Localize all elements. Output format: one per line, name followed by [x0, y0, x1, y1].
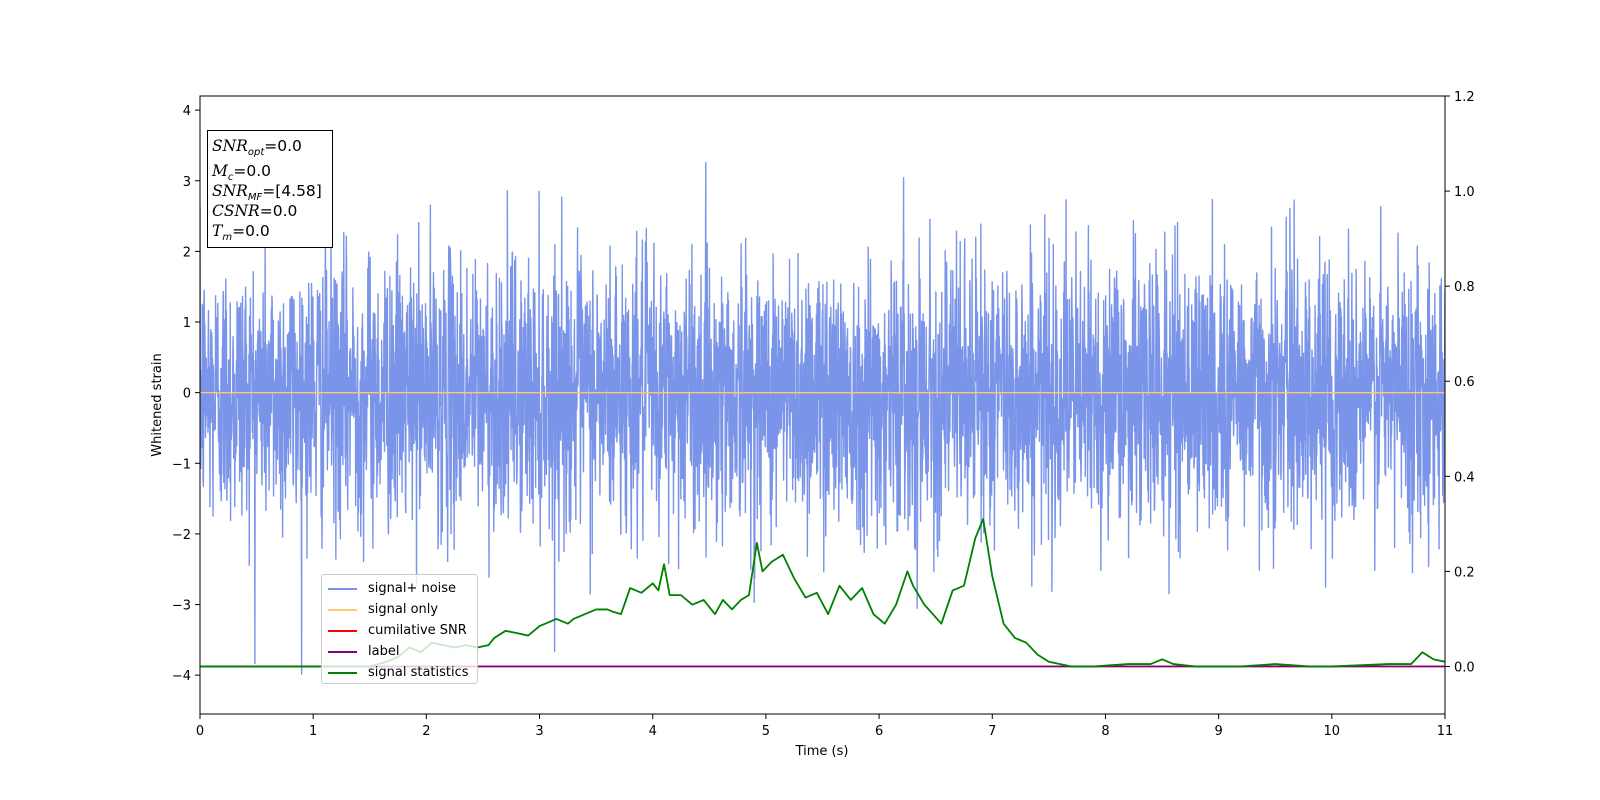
series-signal-noise	[200, 161, 1445, 675]
x-tick-label: 7	[988, 724, 996, 739]
legend-label: label	[368, 644, 400, 659]
legend-item-signal-statistics: signal statistics	[328, 662, 477, 683]
y-tick-label: 3	[183, 175, 191, 190]
x-tick-label: 3	[535, 724, 543, 739]
y2-tick-label: 0.4	[1454, 470, 1475, 485]
y-tick-label: −1	[172, 457, 191, 472]
legend-swatch	[328, 671, 357, 674]
legend-item-signal-noise: signal+ noise	[328, 578, 477, 599]
x-tick-label: 6	[875, 724, 883, 739]
y-tick-label: −3	[172, 599, 191, 614]
legend-label: signal only	[368, 602, 439, 617]
y-tick-label: 4	[183, 104, 191, 119]
x-tick-label: 9	[1214, 724, 1222, 739]
x-tick-label: 2	[422, 724, 430, 739]
legend-item-cumulative-snr: cumilative SNR	[328, 620, 477, 641]
legend-label: signal statistics	[368, 665, 469, 680]
legend-item-signal-only: signal only	[328, 599, 477, 620]
y-axis-left: −4 −3 −2 −1 0 1 2 3 4	[172, 104, 200, 684]
legend-swatch	[328, 608, 357, 611]
x-tick-label: 8	[1101, 724, 1109, 739]
legend: signal+ noise signal only cumilative SNR…	[321, 574, 478, 684]
legend-label: cumilative SNR	[368, 623, 467, 638]
x-axis: 0 1 2 3 4 5 6 7 8 9 10 11	[196, 714, 1453, 739]
y-tick-label: 1	[183, 316, 191, 331]
y2-tick-label: 0.6	[1454, 375, 1475, 390]
legend-swatch	[328, 650, 357, 653]
series-signal-statistics	[200, 518, 1445, 668]
snr-opt-annotation: SNRopt=0.0	[212, 137, 302, 159]
y-axis-right: 0.0 0.2 0.4 0.6 0.8 1.0 1.2	[1445, 90, 1475, 675]
x-tick-label: 5	[762, 724, 770, 739]
y-axis-title: Whitened strain	[150, 353, 165, 456]
x-tick-label: 10	[1324, 724, 1341, 739]
x-tick-label: 4	[649, 724, 657, 739]
y2-tick-label: 1.0	[1454, 185, 1475, 200]
y-tick-label: −2	[172, 528, 191, 543]
legend-swatch	[328, 587, 357, 590]
legend-swatch	[328, 629, 357, 632]
tm-annotation: Tm=0.0	[212, 222, 270, 244]
x-tick-label: 11	[1437, 724, 1454, 739]
x-tick-label: 0	[196, 724, 204, 739]
legend-label: signal+ noise	[368, 581, 457, 596]
legend-item-label: label	[328, 641, 477, 662]
x-tick-label: 1	[309, 724, 317, 739]
y2-tick-label: 0.0	[1454, 660, 1475, 675]
y2-tick-label: 1.2	[1454, 90, 1475, 105]
y-tick-label: 0	[183, 387, 191, 402]
snr-mf-annotation: SNRMF=[4.58]	[212, 182, 322, 204]
y2-tick-label: 0.2	[1454, 565, 1475, 580]
y-tick-label: 2	[183, 245, 191, 260]
axes-frame	[199, 95, 1446, 715]
y-tick-label: −4	[172, 669, 191, 684]
csnr-annotation: CSNR=0.0	[212, 202, 298, 220]
y2-tick-label: 0.8	[1454, 280, 1475, 295]
annotation-box: SNRopt=0.0 Mc=0.0 SNRMF=[4.58] CSNR=0.0 …	[207, 130, 333, 248]
x-axis-title: Time (s)	[795, 744, 849, 759]
mc-annotation: Mc=0.0	[212, 162, 272, 184]
